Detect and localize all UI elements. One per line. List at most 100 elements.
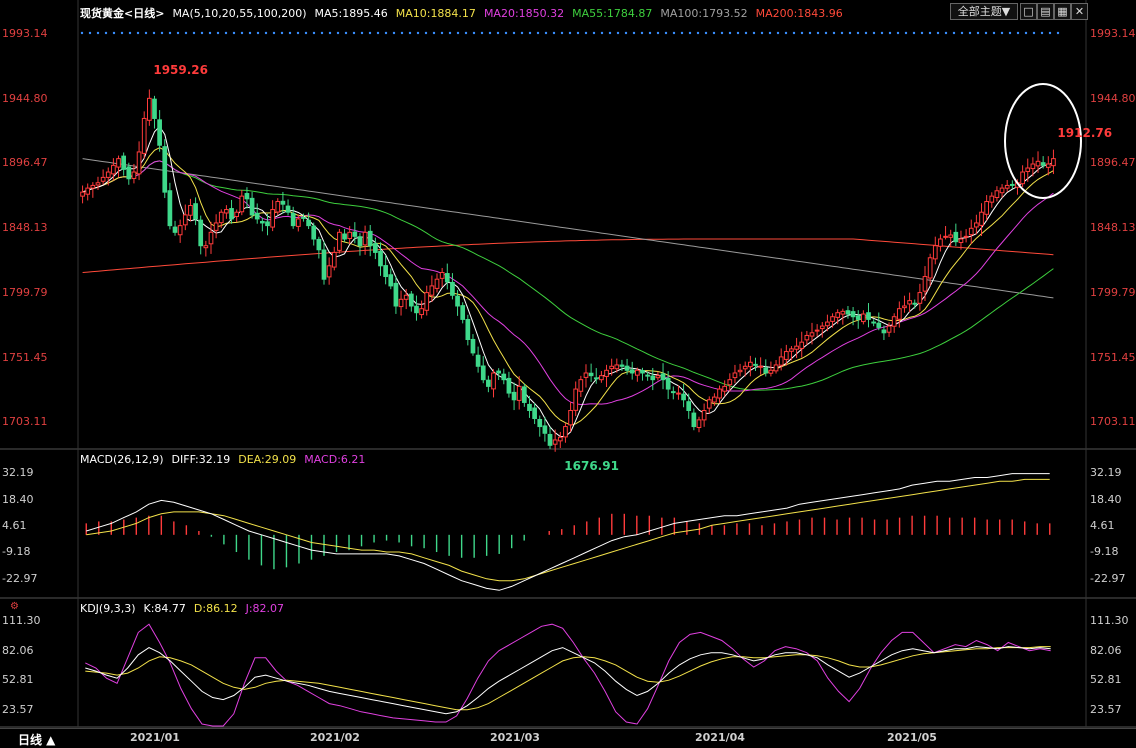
dotted-marker	[520, 31, 524, 35]
dotted-marker	[208, 31, 212, 35]
dotted-marker	[1008, 31, 1012, 35]
candle-body	[604, 369, 609, 377]
chart-title[interactable]: 现货黄金<日线>	[80, 7, 165, 20]
dotted-marker	[736, 31, 740, 35]
toolbar-layout-icon[interactable]: ▦	[1054, 3, 1071, 20]
candle-body	[100, 176, 106, 182]
ma-params[interactable]: MA(5,10,20,55,100,200)	[172, 7, 307, 20]
candle-body	[706, 399, 712, 409]
dotted-marker	[240, 31, 244, 35]
candle-body	[645, 374, 650, 377]
candle-body	[434, 278, 440, 289]
candle-body	[162, 146, 168, 193]
candle-body	[758, 365, 763, 368]
candle-body	[301, 216, 306, 219]
candle-body	[932, 245, 938, 260]
candle-body	[85, 187, 91, 195]
candle-body	[537, 418, 543, 428]
candle-body	[557, 436, 563, 442]
dotted-marker	[536, 31, 540, 35]
dotted-marker	[816, 31, 820, 35]
dotted-marker	[936, 31, 940, 35]
candle-body	[1051, 158, 1056, 167]
macd-tick-label-left: -9.18	[2, 545, 31, 559]
dotted-marker	[624, 31, 628, 35]
candle-body	[1045, 163, 1051, 168]
kdj-settings-icon[interactable]: ⚙	[10, 601, 19, 612]
dotted-marker	[432, 31, 436, 35]
candle-body	[516, 385, 522, 401]
dotted-marker	[1016, 31, 1020, 35]
candle-body	[953, 231, 959, 243]
candle-body	[229, 208, 234, 220]
dotted-marker	[528, 31, 532, 35]
candle-body	[218, 211, 224, 224]
dotted-marker	[312, 31, 316, 35]
dotted-marker	[840, 31, 844, 35]
candle-body	[224, 209, 229, 214]
candle-body	[748, 361, 753, 368]
candle-body	[902, 305, 907, 309]
dotted-marker	[192, 31, 196, 35]
candle-body	[650, 375, 656, 381]
candle-body	[634, 369, 640, 376]
dotted-marker	[880, 31, 884, 35]
dotted-marker	[104, 31, 108, 35]
candle-body	[506, 377, 512, 394]
candle-body	[552, 439, 558, 445]
kdj-j-value: J:82.07	[245, 602, 285, 615]
candle-body	[131, 171, 137, 179]
candle-body	[367, 230, 373, 247]
dotted-marker	[272, 31, 276, 35]
candle-body	[917, 292, 923, 304]
dotted-marker	[576, 31, 580, 35]
candle-body	[521, 386, 527, 403]
candle-body	[861, 313, 866, 323]
candle-body	[408, 293, 414, 307]
macd-params[interactable]: MACD(26,12,9)	[80, 453, 164, 466]
theme-dropdown[interactable]: 全部主题▼	[950, 3, 1018, 20]
candle-body	[532, 407, 537, 420]
candle-body	[670, 391, 676, 394]
dotted-marker	[168, 31, 172, 35]
dotted-marker	[800, 31, 804, 35]
candle-body	[249, 197, 255, 216]
candle-body	[419, 308, 424, 316]
candle-body	[203, 245, 209, 249]
kdj-tick-label-right: 52.81	[1090, 673, 1122, 687]
candle-body	[850, 311, 856, 318]
candle-body	[922, 276, 928, 292]
candle-body	[640, 370, 645, 374]
dotted-marker	[256, 31, 260, 35]
candle-body	[732, 372, 738, 379]
candle-body	[239, 195, 245, 213]
candle-body	[439, 272, 445, 279]
candle-body	[1020, 171, 1025, 185]
candle-body	[321, 249, 327, 280]
candle-body	[511, 391, 517, 401]
candle-body	[768, 369, 774, 374]
candle-body	[331, 251, 337, 268]
candle-body	[1030, 163, 1036, 170]
candle-body	[213, 222, 219, 231]
candle-body	[116, 158, 121, 168]
price-tick-label-right: 1993.14	[1090, 26, 1136, 40]
dotted-marker	[592, 31, 596, 35]
candle-body	[285, 205, 291, 213]
toolbar-bars-icon[interactable]: ▤	[1037, 3, 1054, 20]
candle-body	[105, 171, 111, 178]
candle-body	[208, 231, 214, 245]
price-tick-label-left: 1848.13	[2, 221, 48, 235]
dotted-marker	[320, 31, 324, 35]
candle-body	[588, 372, 594, 377]
period-button[interactable]: 日线 ▲	[18, 733, 56, 747]
dotted-marker	[808, 31, 812, 35]
dotted-marker	[672, 31, 676, 35]
close-icon[interactable]: ✕	[1071, 3, 1088, 20]
candle-body	[167, 190, 173, 227]
kdj-params[interactable]: KDJ(9,3,3)	[80, 602, 136, 615]
candle-body	[393, 282, 399, 307]
toolbar-square-icon[interactable]: □	[1020, 3, 1037, 20]
candle-body	[316, 238, 322, 251]
